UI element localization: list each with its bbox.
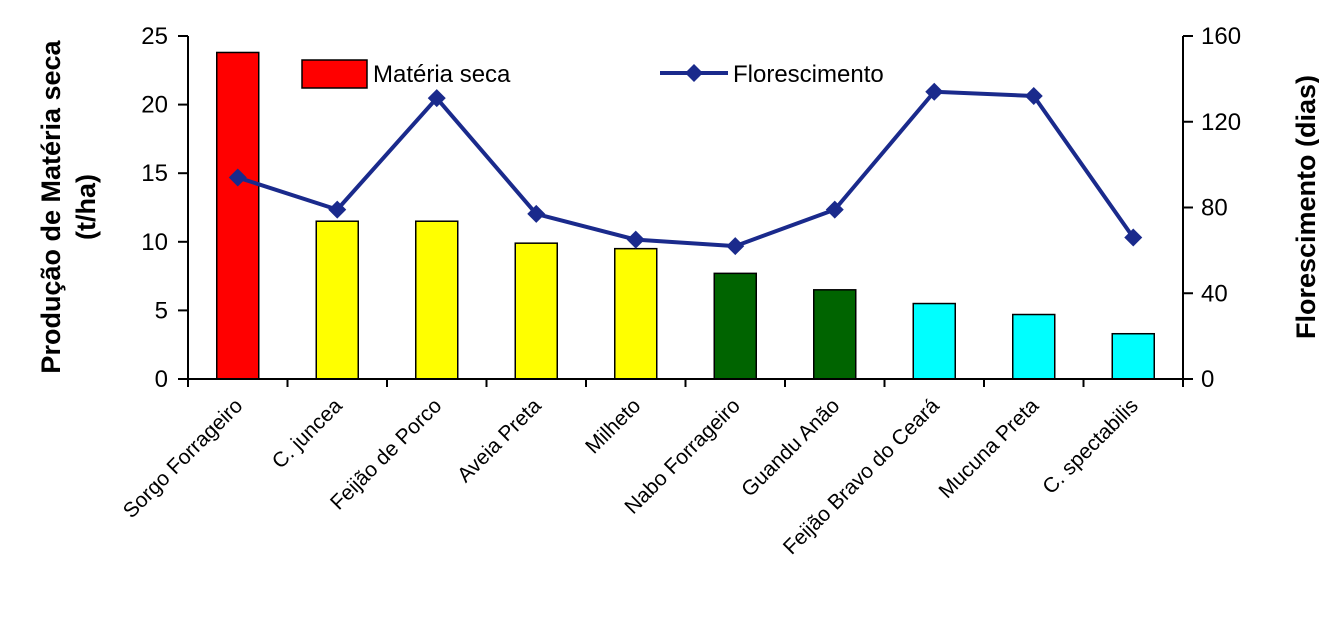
line-point xyxy=(1024,87,1043,106)
x-category-label: Guandu Anão xyxy=(737,394,844,501)
line-point xyxy=(626,230,645,249)
bar xyxy=(912,302,956,380)
y2-tick-label: 120 xyxy=(1201,109,1241,136)
bar xyxy=(614,247,658,380)
legend-swatch-materia-seca xyxy=(301,59,368,89)
x-category-label: Sorgo Forrageiro xyxy=(119,394,248,523)
line-point xyxy=(228,168,247,187)
legend: Matéria seca Florescimento xyxy=(301,59,884,89)
x-category-label: Aveia Preta xyxy=(453,394,546,487)
bar xyxy=(514,242,558,380)
y2-tick-label: 0 xyxy=(1201,366,1214,393)
y-tick-label: 0 xyxy=(155,366,168,393)
y-axis-title-line2: (t/ha) xyxy=(71,174,101,240)
x-category-label: Mucuna Preta xyxy=(935,394,1044,503)
y2-axis-title: Florescimento (dias) xyxy=(1291,75,1319,339)
y-axis-ticks: 0 5 10 15 20 25 xyxy=(141,23,188,393)
y2-tick-label: 80 xyxy=(1201,195,1228,222)
line-point xyxy=(1124,228,1143,247)
line-point xyxy=(925,82,944,101)
y-tick-label: 5 xyxy=(155,297,168,324)
line-point xyxy=(825,200,844,219)
bar xyxy=(415,220,459,380)
y-tick-label: 15 xyxy=(141,160,168,187)
bar xyxy=(813,289,857,380)
legend-label-materia-seca: Matéria seca xyxy=(373,61,511,88)
y-axis-title-line1: Produção de Matéria seca xyxy=(36,39,66,373)
bar xyxy=(713,272,757,380)
y2-tick-label: 160 xyxy=(1201,23,1241,50)
bar xyxy=(315,220,359,380)
bar xyxy=(216,51,260,380)
line-point xyxy=(427,89,446,108)
line-point xyxy=(527,204,546,223)
y2-tick-label: 40 xyxy=(1201,280,1228,307)
y2-axis-ticks: 0 40 80 120 160 xyxy=(1183,23,1241,393)
x-category-label: C. spectabilis xyxy=(1038,394,1143,499)
bar xyxy=(1111,332,1155,380)
y-tick-label: 20 xyxy=(141,92,168,119)
y-tick-label: 10 xyxy=(141,229,168,256)
line-series xyxy=(228,82,1143,256)
x-category-label: Milheto xyxy=(581,394,645,458)
line-point xyxy=(328,200,347,219)
y-tick-label: 25 xyxy=(141,23,168,50)
bar-series xyxy=(216,51,1155,380)
bar xyxy=(1012,313,1056,380)
legend-marker-florescimento xyxy=(685,64,703,82)
x-category-label: C. juncea xyxy=(268,394,347,473)
line-path xyxy=(237,89,1135,249)
line-point xyxy=(726,237,745,256)
legend-label-florescimento: Florescimento xyxy=(733,61,884,88)
